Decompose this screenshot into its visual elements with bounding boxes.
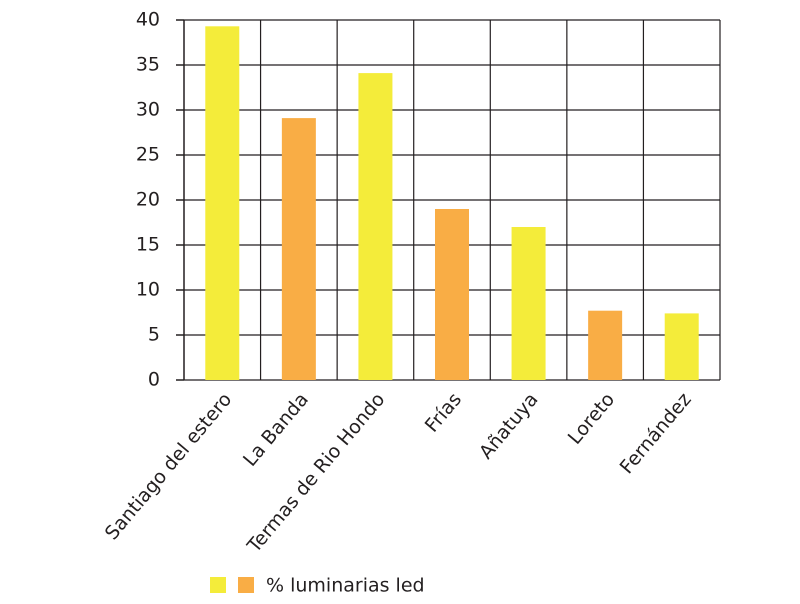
x-tick-label: Loreto: [564, 389, 619, 449]
legend-swatch: [238, 577, 254, 593]
x-tick-label: Santiago del estero: [101, 389, 237, 545]
legend-swatch: [210, 577, 226, 593]
x-tick-label: Añatuya: [475, 389, 543, 464]
bar: [435, 209, 469, 380]
bar: [664, 313, 699, 380]
y-tick-label: 5: [148, 324, 160, 346]
legend-label: % luminarias led: [266, 575, 425, 597]
y-tick-label: 40: [136, 9, 160, 31]
y-tick-label: 0: [148, 369, 160, 391]
y-tick-label: 20: [136, 189, 160, 211]
y-tick-label: 15: [136, 234, 160, 256]
bar: [588, 310, 623, 380]
x-tick-label: Frías: [421, 389, 466, 437]
y-tick-label: 25: [136, 144, 160, 166]
bar: [358, 73, 393, 380]
bar: [281, 118, 316, 380]
y-tick-label: 10: [136, 279, 160, 301]
x-tick-label: Fernández: [616, 389, 696, 479]
y-tick-label: 30: [136, 99, 160, 121]
bar: [205, 26, 240, 381]
x-tick-label: Termas de Rio Hondo: [243, 389, 390, 558]
bar: [511, 227, 546, 380]
y-tick-label: 35: [136, 54, 160, 76]
x-tick-label: La Banda: [239, 389, 313, 471]
